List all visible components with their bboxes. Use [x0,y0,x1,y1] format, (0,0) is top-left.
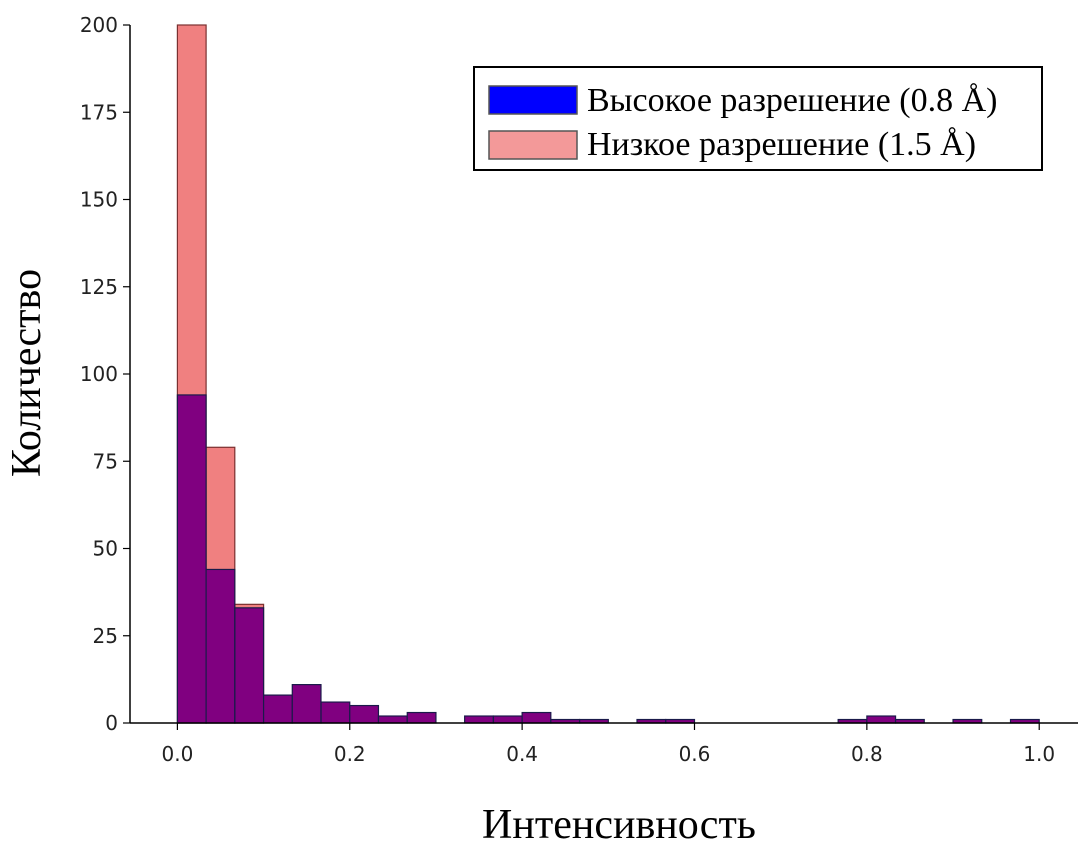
legend-swatch-low-resolution [488,130,578,160]
high-res-bar [176,394,207,724]
y-tick-label: 100 [80,362,118,386]
legend: Высокое разрешение (0.8 Å) Низкое разреш… [473,66,1043,171]
y-tick-label: 75 [93,449,118,473]
high-res-bar [464,715,494,724]
high-res-bar [291,684,322,724]
y-tick-label: 150 [80,188,118,212]
x-tick-label: 1.0 [1023,742,1055,766]
high-res-bar [492,715,523,724]
high-res-bar [262,694,293,724]
x-axis-label: Интенсивность [482,802,756,848]
y-tick-label: 50 [93,537,118,561]
y-tick-label: 200 [80,13,118,37]
high-res-bar [205,568,236,724]
y-tick-label: 175 [80,100,118,124]
x-tick-label: 0.0 [161,742,193,766]
y-tick-label: 25 [93,624,118,648]
high-res-bar [234,607,265,724]
high-res-bar [406,711,437,724]
high-res-bar [866,715,897,724]
legend-label-low-resolution: Низкое разрешение (1.5 Å) [587,126,976,163]
high-res-bar [377,715,408,724]
x-tick-label: 0.4 [506,742,538,766]
legend-swatch-high-resolution [488,85,578,115]
high-res-bar [521,711,552,724]
y-axis-label: Количество [4,269,50,477]
high-res-bar [320,701,351,724]
high-res-bar [349,704,380,724]
x-tick-label: 0.8 [851,742,883,766]
y-axis-ticks: 0 25 50 75 100 125 150 175 200 [80,13,130,735]
x-axis-ticks: 0.0 0.2 0.4 0.6 0.8 1.0 [161,723,1055,766]
x-tick-label: 0.6 [679,742,711,766]
y-tick-label: 125 [80,275,118,299]
legend-frame [473,66,1043,171]
y-tick-label: 0 [105,711,118,735]
x-tick-label: 0.2 [334,742,366,766]
legend-label-high-resolution: Высокое разрешение (0.8 Å) [587,82,997,119]
high-resolution-bars [176,394,1040,724]
